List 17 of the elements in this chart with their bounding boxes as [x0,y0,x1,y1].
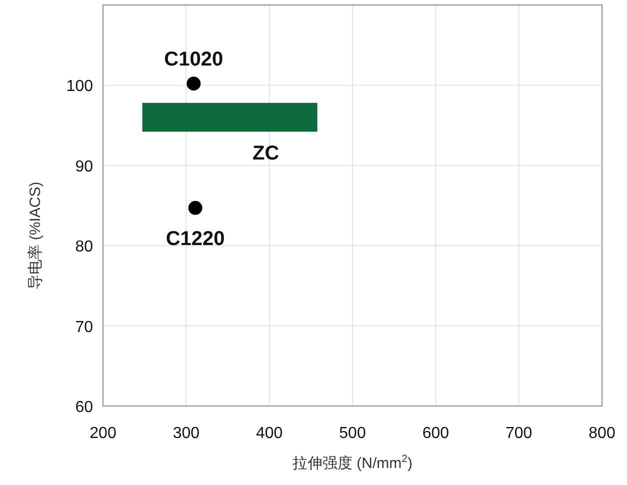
y-axis-title: 导电率 (%IACS) [27,182,44,290]
x-tick-label: 800 [588,425,616,442]
y-tick-label: 60 [75,399,94,416]
series-label: C1220 [166,228,225,250]
x-axis-title: 拉伸强度 (N/mm$^{2}$) [292,453,412,472]
series-label: ZC [252,142,280,165]
series-label: C1020 [164,48,224,71]
y-tick-label: 70 [75,318,94,336]
x-tick-label: 200 [90,425,116,442]
y-tick-label: 100 [66,78,94,96]
y-tick-label: 90 [75,158,94,176]
x-tick-label: 400 [256,425,283,442]
x-tick-label: 300 [172,425,200,442]
x-tick-label: 700 [505,425,532,442]
y-tick-label: 80 [75,238,94,256]
x-tick-label: 600 [422,425,450,442]
x-tick-label: 500 [339,425,366,442]
